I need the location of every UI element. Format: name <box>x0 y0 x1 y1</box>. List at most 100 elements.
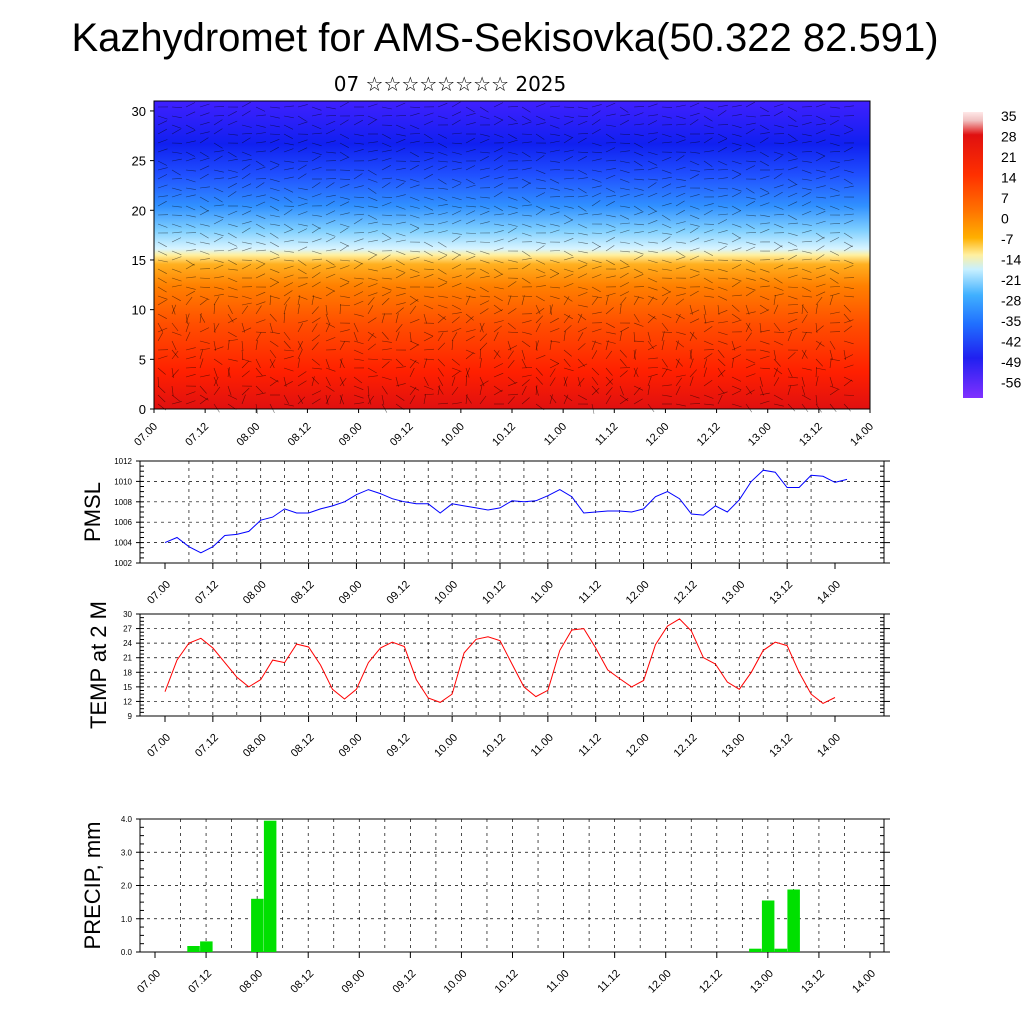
wind-barb <box>675 377 682 387</box>
wind-barb <box>577 177 588 180</box>
wind-barb <box>395 115 407 117</box>
wind-barb <box>773 340 784 346</box>
wind-barb <box>157 148 168 153</box>
wind-barb <box>521 204 532 207</box>
wind-barb <box>157 268 167 274</box>
wind-barb <box>829 175 840 180</box>
wind-barb <box>843 178 853 185</box>
wind-barb <box>619 160 630 164</box>
wind-barb <box>283 356 294 360</box>
wind-barb <box>605 340 616 344</box>
wind-barb <box>563 394 569 405</box>
wind-barb <box>269 133 281 135</box>
wind-barb <box>465 295 471 306</box>
wind-barb <box>339 227 349 234</box>
wind-barb <box>535 340 539 351</box>
wind-barb <box>479 333 488 342</box>
wind-barb <box>171 401 182 405</box>
wind-barb <box>829 385 840 390</box>
wind-barb <box>213 214 224 219</box>
wind-barb <box>297 304 300 315</box>
wind-barb <box>773 124 784 128</box>
wind-barb <box>507 227 517 234</box>
wind-barb <box>395 124 406 130</box>
wind-barb <box>199 223 210 227</box>
wind-barb <box>745 311 756 315</box>
wind-barb <box>745 128 755 135</box>
wind-barb <box>437 313 447 321</box>
wind-barb <box>591 376 599 386</box>
y-tick-label: 20 <box>132 203 146 218</box>
wind-barb <box>185 111 196 117</box>
wind-barb <box>801 349 808 359</box>
wind-barb <box>521 349 526 360</box>
x-tick-label: 11.12 <box>576 732 603 759</box>
wind-barb <box>353 238 364 243</box>
wind-barb <box>731 174 741 180</box>
wind-barb <box>493 191 503 198</box>
wind-barb <box>367 205 378 209</box>
wind-barb <box>619 178 630 183</box>
wind-barb <box>717 241 728 245</box>
wind-barb <box>269 205 279 211</box>
y-tick-label: 10 <box>132 303 146 318</box>
wind-barb <box>521 320 532 324</box>
wind-barb <box>409 164 419 171</box>
wind-barb <box>213 376 219 387</box>
wind-barb <box>465 352 474 360</box>
wind-barb <box>199 241 210 245</box>
wind-barb <box>577 313 587 321</box>
wind-barb <box>451 370 461 378</box>
wind-barb <box>227 313 234 323</box>
wind-barb <box>213 286 224 290</box>
wind-barb <box>493 309 504 315</box>
x-tick-label: 09.12 <box>388 421 416 449</box>
wind-barb <box>577 264 588 270</box>
x-tick-label: 12.00 <box>644 421 672 449</box>
wind-barb <box>731 147 742 153</box>
wind-barb <box>535 385 539 396</box>
wind-barb <box>227 151 237 158</box>
wind-barb <box>563 133 574 139</box>
wind-barb <box>731 237 742 243</box>
wind-barb <box>759 192 770 198</box>
wind-barb <box>395 293 406 297</box>
wind-barb <box>689 274 700 279</box>
panel-frame <box>139 460 885 564</box>
wind-barb <box>213 150 224 153</box>
wind-barb <box>213 187 224 193</box>
wind-barb <box>507 168 518 171</box>
wind-barb <box>605 168 616 171</box>
wind-barb <box>297 147 308 153</box>
wind-barb <box>801 394 811 401</box>
wind-barb <box>381 196 393 198</box>
wind-barb <box>283 176 294 180</box>
wind-barb <box>815 175 826 180</box>
wind-barb <box>703 178 715 180</box>
wind-barb <box>717 146 727 153</box>
wind-barb <box>185 313 190 324</box>
wind-barb <box>367 214 378 220</box>
wind-barb <box>409 275 420 279</box>
wind-barb <box>605 295 609 306</box>
wind-barb <box>675 293 686 297</box>
wind-barb <box>829 187 840 192</box>
wind-barb <box>843 313 851 322</box>
wind-barb <box>465 210 476 216</box>
wind-barb <box>213 236 223 243</box>
wind-barb <box>717 385 725 394</box>
wind-barb <box>241 151 252 156</box>
wind-barb <box>549 140 560 144</box>
wind-barb <box>493 223 504 226</box>
wind-barb <box>605 376 613 385</box>
wind-barb <box>395 205 406 210</box>
wind-barb <box>213 169 224 173</box>
wind-barb <box>787 124 798 127</box>
wind-barb <box>521 250 531 257</box>
wind-barb <box>773 223 784 229</box>
precip-bar <box>263 820 277 952</box>
wind-barb <box>157 128 167 135</box>
wind-barb <box>185 124 196 130</box>
wind-barb <box>381 133 391 139</box>
wind-barb <box>829 292 840 297</box>
